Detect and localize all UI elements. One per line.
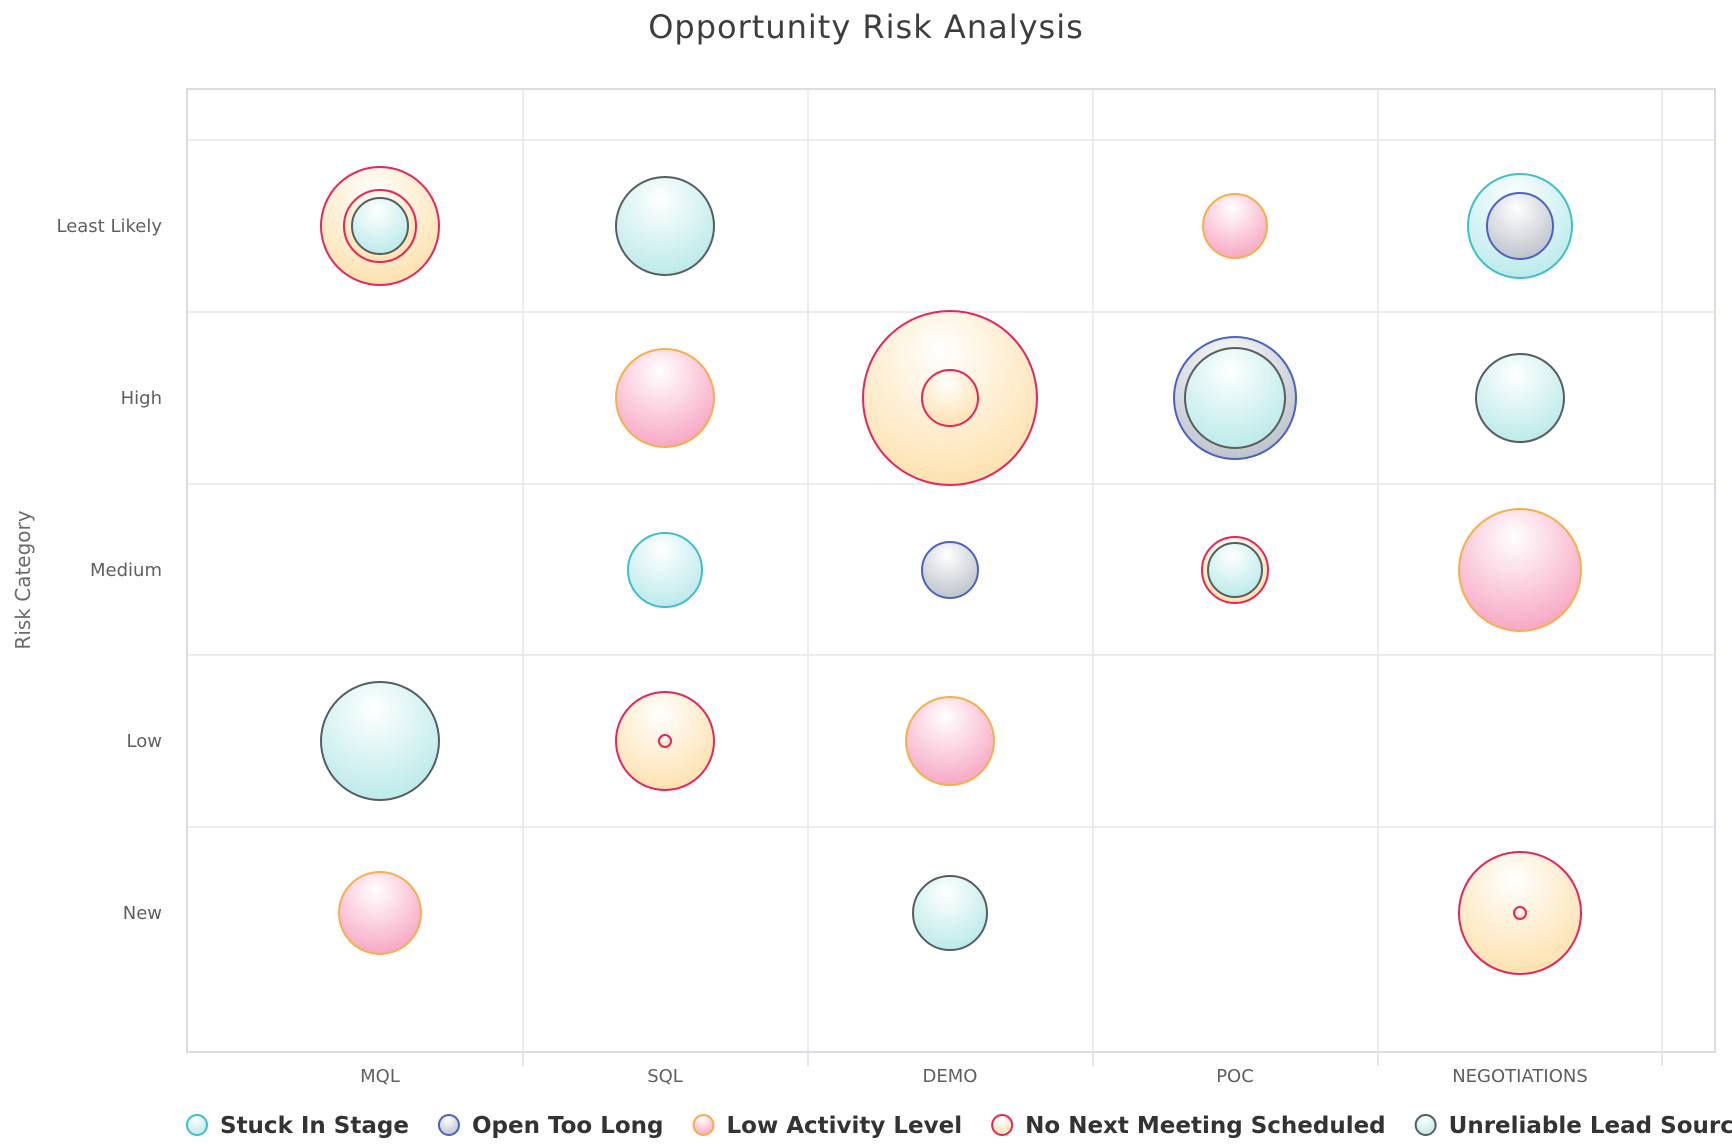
bubble-unreliable-lead-source[interactable]: [1207, 542, 1263, 598]
x-axis-ticks: MQL SQL DEMO POC NEGOTIATIONS: [360, 1066, 1588, 1087]
bubble-low-activity-level[interactable]: [1458, 508, 1582, 632]
bubble-open-too-long[interactable]: [921, 541, 979, 599]
y-tick-label: New: [123, 903, 162, 924]
bubble-no-next-meeting-scheduled[interactable]: [921, 369, 979, 427]
legend: Stuck In Stage Open Too Long Low Activity …: [186, 1113, 1732, 1139]
y-tick-label: Medium: [90, 560, 162, 581]
legend-label-low-activity-level[interactable]: Low Activity Level: [727, 1113, 963, 1139]
legend-marker-unreliable-lead-source[interactable]: [1414, 1114, 1437, 1136]
bubble-unreliable-lead-source[interactable]: [351, 197, 409, 255]
y-tick-label: Low: [127, 731, 162, 752]
bubble-low-activity-level[interactable]: [1202, 193, 1268, 259]
y-tick-label: Least Likely: [56, 216, 162, 237]
bubble-open-too-long[interactable]: [1486, 192, 1554, 260]
y-tick-label: High: [121, 388, 162, 409]
x-tick-label: SQL: [647, 1066, 683, 1087]
legend-marker-stuck-in-stage[interactable]: [186, 1114, 208, 1136]
bubble-unreliable-lead-source[interactable]: [1475, 353, 1565, 443]
bubble-no-next-meeting-scheduled[interactable]: [658, 734, 672, 748]
bubble-unreliable-lead-source[interactable]: [912, 875, 988, 951]
bubble-unreliable-lead-source[interactable]: [1184, 347, 1286, 449]
legend-label-stuck-in-stage[interactable]: Stuck In Stage: [220, 1113, 409, 1139]
legend-marker-open-too-long[interactable]: [437, 1114, 460, 1136]
bubble-no-next-meeting-scheduled[interactable]: [1513, 906, 1527, 920]
bubble-low-activity-level[interactable]: [338, 871, 422, 955]
legend-label-no-next-meeting-scheduled[interactable]: No Next Meeting Scheduled: [1025, 1113, 1386, 1139]
bubble-unreliable-lead-source[interactable]: [320, 681, 440, 801]
bubble-unreliable-lead-source[interactable]: [615, 176, 715, 276]
x-tick-label: POC: [1216, 1066, 1254, 1087]
bubble-stuck-in-stage[interactable]: [627, 532, 703, 608]
grid-lines: [187, 89, 1715, 1066]
bubbles-layer: [320, 166, 1582, 975]
bubble-low-activity-level[interactable]: [905, 696, 995, 786]
bubble-low-activity-level[interactable]: [615, 348, 715, 448]
x-tick-label: NEGOTIATIONS: [1452, 1066, 1588, 1087]
y-axis-ticks: Least Likely High Medium Low New: [56, 216, 162, 924]
x-tick-label: DEMO: [923, 1066, 978, 1087]
legend-label-open-too-long[interactable]: Open Too Long: [472, 1113, 664, 1139]
y-axis-label: Risk Category: [11, 510, 35, 649]
legend-marker-no-next-meeting-scheduled[interactable]: [991, 1114, 1014, 1136]
x-tick-label: MQL: [360, 1066, 400, 1087]
chart-title: Opportunity Risk Analysis: [648, 8, 1084, 46]
legend-marker-low-activity-level[interactable]: [692, 1114, 715, 1136]
legend-label-unreliable-lead-source[interactable]: Unreliable Lead Source: [1449, 1113, 1732, 1139]
